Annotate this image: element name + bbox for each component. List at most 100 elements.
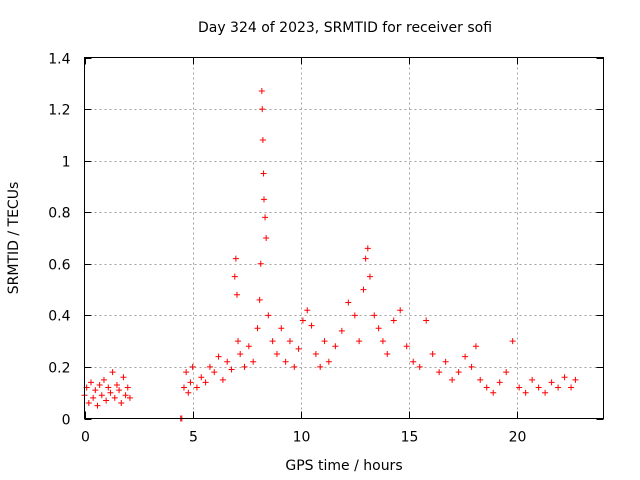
x-axis: 0 5 10 15 20 (81, 57, 527, 446)
data-point (338, 327, 345, 334)
data-point (371, 312, 378, 319)
data-point (273, 351, 280, 358)
data-point (189, 363, 196, 370)
x-tick-label: 20 (509, 430, 527, 446)
data-point (312, 351, 319, 358)
data-point (257, 260, 264, 267)
y-tick-label: 0.6 (48, 258, 70, 274)
data-point (572, 376, 579, 383)
data-point (262, 214, 269, 221)
data-point (362, 255, 369, 262)
y-tick-label: 0.8 (48, 206, 70, 222)
data-point (282, 358, 289, 365)
data-point (496, 379, 503, 386)
data-point (259, 137, 266, 144)
data-point (360, 286, 367, 293)
data-point (122, 392, 129, 399)
data-point (180, 384, 187, 391)
data-point (235, 338, 242, 345)
data-point (548, 379, 555, 386)
data-point (468, 363, 475, 370)
data-point (325, 358, 332, 365)
data-point (90, 394, 97, 401)
data-point (522, 389, 529, 396)
data-point (477, 376, 484, 383)
data-point (535, 384, 542, 391)
data-point (455, 369, 462, 376)
data-point (351, 312, 358, 319)
data-point (308, 322, 315, 329)
chart-title: Day 324 of 2023, SRMTID for receiver sof… (198, 20, 492, 36)
data-point (124, 384, 131, 391)
y-tick-label: 1 (62, 155, 71, 171)
data-point (105, 384, 112, 391)
y-tick-label: 1.4 (48, 52, 70, 68)
data-point (263, 235, 270, 241)
data-point (198, 374, 205, 381)
data-point (92, 387, 99, 394)
data-point (211, 369, 218, 376)
data-point (256, 296, 263, 303)
data-point (107, 389, 114, 396)
data-point (206, 363, 213, 370)
data-point (85, 400, 92, 407)
data-point (345, 299, 352, 306)
data-point (98, 392, 105, 399)
data-point (366, 273, 373, 280)
data-point (260, 170, 267, 177)
x-tick-label: 15 (401, 430, 419, 446)
y-axis: 0 0.2 0.4 0.6 0.8 1 1.2 1.4 (48, 52, 604, 429)
data-point (462, 353, 469, 360)
data-point (126, 394, 133, 401)
data-point (103, 397, 110, 404)
data-point (449, 376, 456, 383)
data-point (379, 338, 386, 345)
data-point (87, 379, 94, 386)
data-point (183, 369, 190, 376)
data-point (113, 381, 120, 388)
data-point (250, 358, 257, 365)
data-point (416, 363, 423, 370)
data-point (332, 343, 339, 350)
data-point (317, 363, 324, 370)
data-point (231, 273, 238, 280)
data-point (364, 245, 371, 252)
data-point (237, 351, 244, 358)
data-point (429, 351, 436, 358)
data-points (81, 88, 579, 422)
data-point (202, 379, 209, 386)
data-point (224, 358, 231, 365)
data-point (258, 88, 265, 95)
data-point (120, 374, 127, 381)
x-axis-label: GPS time / hours (285, 458, 402, 474)
data-point (321, 338, 328, 345)
data-point (185, 389, 192, 396)
data-point (442, 358, 449, 365)
data-point (100, 376, 107, 383)
data-point (375, 325, 382, 332)
data-point (516, 384, 523, 391)
data-point (410, 358, 417, 365)
plot-frame (84, 57, 604, 419)
data-point (286, 338, 293, 345)
data-point (295, 345, 302, 352)
data-point (483, 384, 490, 391)
data-point (423, 317, 430, 324)
data-point (509, 338, 516, 345)
data-point (529, 376, 536, 383)
data-point (397, 307, 404, 314)
data-point (384, 351, 391, 358)
data-point (304, 307, 311, 314)
data-point (232, 255, 239, 262)
data-point (403, 343, 410, 350)
data-point (118, 400, 125, 407)
data-point (193, 384, 200, 391)
data-point (568, 384, 575, 391)
data-point (265, 312, 272, 319)
data-point (241, 363, 248, 370)
data-point (390, 317, 397, 324)
data-point (254, 325, 261, 332)
data-point (299, 317, 306, 324)
data-point (96, 381, 103, 388)
data-point (111, 394, 118, 401)
